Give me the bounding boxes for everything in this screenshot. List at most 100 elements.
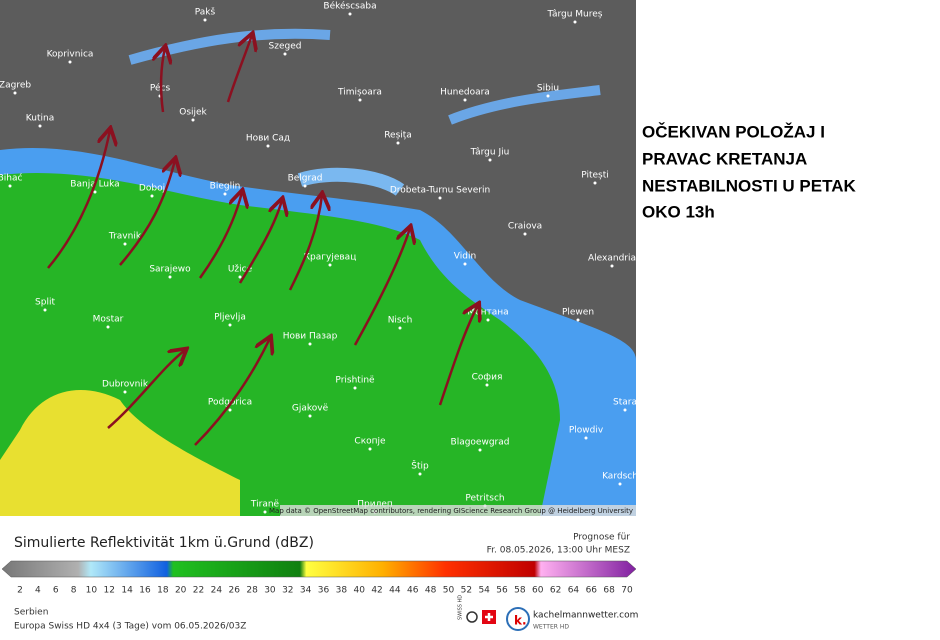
annotation: OČEKIVAN POLOŽAJ I PRAVAC KRETANJA NESTA… <box>642 122 856 221</box>
city-label: Podgorica <box>208 398 252 408</box>
city-dot <box>308 414 312 418</box>
colorbar-tick-label: 14 <box>121 586 133 596</box>
city-dot <box>168 275 172 279</box>
attribution-bg <box>280 505 636 516</box>
arrow <box>119 160 175 266</box>
colorbar-tick-label: 22 <box>193 586 204 596</box>
brand-logo-k: k. <box>514 614 527 628</box>
city-dot <box>485 383 489 387</box>
city-label: Reșița <box>384 131 412 141</box>
city-dot <box>68 60 72 64</box>
city-dot <box>623 408 627 412</box>
colorbar-tick-label: 26 <box>229 586 241 596</box>
brand-logo <box>506 607 530 631</box>
city-label: Craiova <box>508 222 542 232</box>
colorbar-tick-label: 24 <box>211 586 223 596</box>
city-dot <box>546 94 550 98</box>
city-label: Štip <box>411 460 429 472</box>
city-dot <box>150 194 154 198</box>
city-dot <box>368 447 372 451</box>
city-label: Stara <box>613 398 637 408</box>
city-dot <box>263 510 267 514</box>
city-dot <box>228 408 232 412</box>
arrows <box>47 35 478 446</box>
city-label: Szeged <box>269 42 302 52</box>
colorbar-tick-label: 28 <box>246 586 258 596</box>
colorbar-tick-label: 58 <box>514 586 526 596</box>
city-dot <box>191 118 195 122</box>
city-label: Sibiu <box>537 84 559 94</box>
city-dot <box>438 196 442 200</box>
city-label: Монтана <box>467 308 508 318</box>
model-run: Europa Swiss HD 4x4 (3 Tage) vom 06.05.2… <box>14 622 246 632</box>
city-label: Plowdiv <box>569 426 604 436</box>
city-dot <box>358 98 362 102</box>
city-label: Прилеп <box>357 500 393 510</box>
city-label: Plewen <box>562 308 594 318</box>
colorbar-tick-label: 64 <box>568 586 580 596</box>
arrow <box>238 200 282 284</box>
colorbar-tick-label: 42 <box>371 586 382 596</box>
city-dot <box>488 158 492 162</box>
colorbar-tick-label: 44 <box>389 586 401 596</box>
city-dot <box>478 448 482 452</box>
colorbar-ticks: 2 4 6 8 10 12 14 16 18 20 22 24 26 28 30 32 34 36 38 40 42 44… <box>17 586 633 596</box>
city-dot <box>463 98 467 102</box>
city-label: Kardsch <box>602 472 638 482</box>
brand: kachelmannwetter.com <box>533 611 638 621</box>
region: Serbien <box>14 608 48 618</box>
city-label: Zagreb <box>0 81 31 91</box>
city-dot <box>418 472 422 476</box>
colorbar-tick-label: 30 <box>264 586 276 596</box>
city-label: Bihać <box>0 173 22 184</box>
colorbar-tick-label: 18 <box>157 586 169 596</box>
precip-yellow <box>0 390 240 516</box>
city-label: Belgrad <box>288 174 323 184</box>
city-label: Нови Пазар <box>283 332 338 342</box>
colorbar-tick-label: 38 <box>336 586 348 596</box>
city-dot <box>93 190 97 194</box>
city-dot <box>228 323 232 327</box>
colorbar-tick-label: 46 <box>407 586 419 596</box>
colorbar-tick-label: 4 <box>35 586 41 596</box>
city-dot <box>203 18 207 22</box>
precip-band <box>448 85 601 125</box>
brand-sub: WETTER HD <box>533 624 569 631</box>
colorbar-tick-label: 66 <box>586 586 598 596</box>
annotation-line: OKO 13h <box>642 202 715 221</box>
city-dot <box>576 318 580 322</box>
colorbar-tick-label: 50 <box>443 586 455 596</box>
city-dot <box>328 263 332 267</box>
city-label: Split <box>35 298 55 308</box>
colorbar-tick-label: 48 <box>425 586 437 596</box>
city-dot <box>398 326 402 330</box>
colorbar-tick-label: 6 <box>53 586 59 596</box>
city-label: Крагујевац <box>304 253 357 263</box>
city-label: Kutina <box>26 114 54 124</box>
city-label: Doboj <box>139 184 165 194</box>
arrow <box>226 35 252 103</box>
arrow <box>47 130 110 269</box>
city-label: Travnik <box>108 232 142 242</box>
colorbar-tick-label: 32 <box>282 586 293 596</box>
logo-small: SWISS HD <box>458 595 464 620</box>
colorbar-tick-label: 12 <box>104 586 115 596</box>
annotation-line: OČEKIVAN POLOŽAJ I <box>642 122 825 141</box>
city-label: Mostar <box>93 315 124 325</box>
city-dot <box>8 184 12 188</box>
city-label: Užice <box>228 265 253 275</box>
arrow <box>107 350 185 429</box>
city-dot <box>523 232 527 236</box>
city-dot <box>610 264 614 268</box>
arrow <box>353 228 410 346</box>
city-label: Drobeta-Turnu Severin <box>390 186 490 196</box>
city-label: Târgu Jiu <box>470 148 510 158</box>
city-dot <box>106 325 110 329</box>
city-label: София <box>472 373 503 383</box>
colorbar <box>1 560 637 578</box>
city-dot <box>38 124 42 128</box>
city-label: Tiranë <box>250 500 280 510</box>
